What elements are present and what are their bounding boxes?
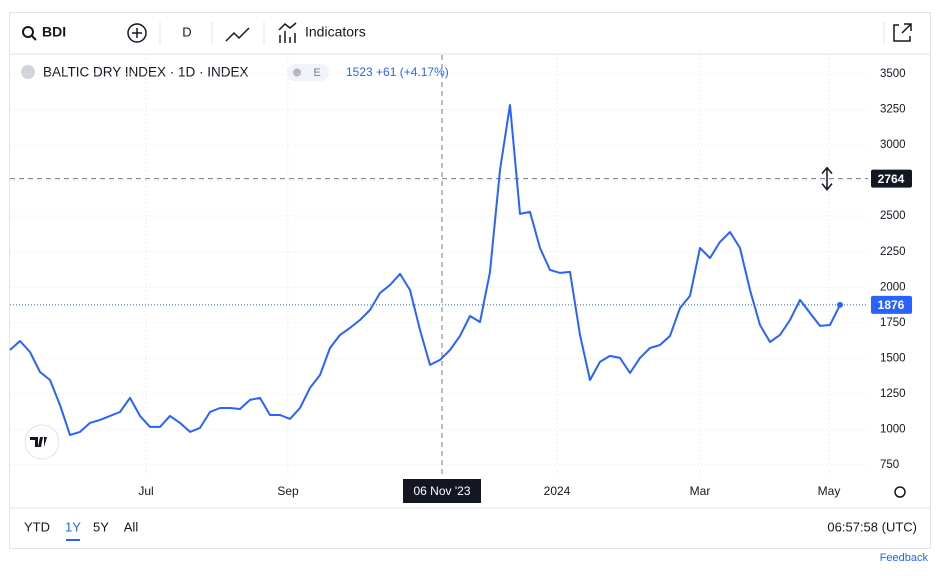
search-icon[interactable] — [22, 26, 34, 38]
x-tick-label: May — [818, 484, 841, 498]
indicators-icon[interactable] — [278, 22, 297, 43]
y-tick-label: 1000 — [880, 423, 906, 435]
add-icon-plus — [132, 28, 142, 38]
symbol-logo — [21, 65, 35, 79]
x-tick-label: Mar — [690, 484, 711, 498]
chart-type-icon[interactable] — [225, 27, 250, 42]
range-button[interactable]: YTD — [24, 519, 50, 534]
y-tick-label: 1500 — [880, 352, 906, 364]
last-price-label: 1876 — [878, 298, 905, 312]
price-label-bg — [871, 295, 912, 314]
clock: 06:57:58 (UTC) — [827, 519, 917, 534]
feedback[interactable]: Feedback — [880, 552, 929, 564]
add-icon[interactable] — [127, 23, 147, 43]
range-button[interactable]: 5Y — [93, 519, 109, 534]
badge-text: E — [313, 67, 320, 79]
y-tick-label: 3250 — [880, 104, 906, 116]
resize-cursor — [821, 166, 833, 191]
y-tick-label: 2500 — [880, 210, 906, 222]
y-tick-label: 1250 — [880, 388, 906, 400]
badge — [287, 64, 329, 81]
y-tick-label: 2250 — [880, 246, 906, 258]
tv-logo-mark — [30, 437, 47, 447]
crosshair-x-bg — [403, 479, 481, 503]
y-tick-label: 1750 — [880, 317, 906, 329]
x-tick-label: Sep — [277, 484, 299, 498]
crosshair-y-label: 2764 — [878, 172, 905, 186]
y-tick-label: 750 — [880, 459, 899, 471]
frame — [9, 12, 931, 549]
y-tick-label: 3500 — [880, 68, 906, 80]
x-tick-label: 2024 — [544, 484, 571, 498]
indicators[interactable]: Indicators — [305, 24, 366, 40]
badge-dot — [293, 68, 301, 77]
search-icon-handle — [31, 35, 37, 41]
crosshair-x-label: 06 Nov '23 — [414, 484, 471, 498]
y-tick-label: 2000 — [880, 281, 906, 293]
popout-icon[interactable] — [893, 23, 912, 42]
y-tick-label: 3000 — [880, 139, 906, 151]
price-line — [9, 104, 841, 436]
legend-quote: 1523 +61 (+4.17%) — [346, 65, 449, 79]
range-button[interactable]: All — [124, 519, 139, 534]
legend-title: BALTIC DRY INDEX · 1D · INDEX — [43, 65, 249, 80]
range-button[interactable]: 1Y — [65, 519, 81, 534]
settings-icon[interactable] — [894, 486, 906, 498]
last-point — [837, 301, 843, 308]
symbol[interactable]: BDI — [42, 24, 66, 40]
crosshair-y-bg — [871, 169, 912, 188]
interval[interactable]: D — [182, 24, 191, 39]
x-tick-label: Jul — [138, 484, 153, 498]
